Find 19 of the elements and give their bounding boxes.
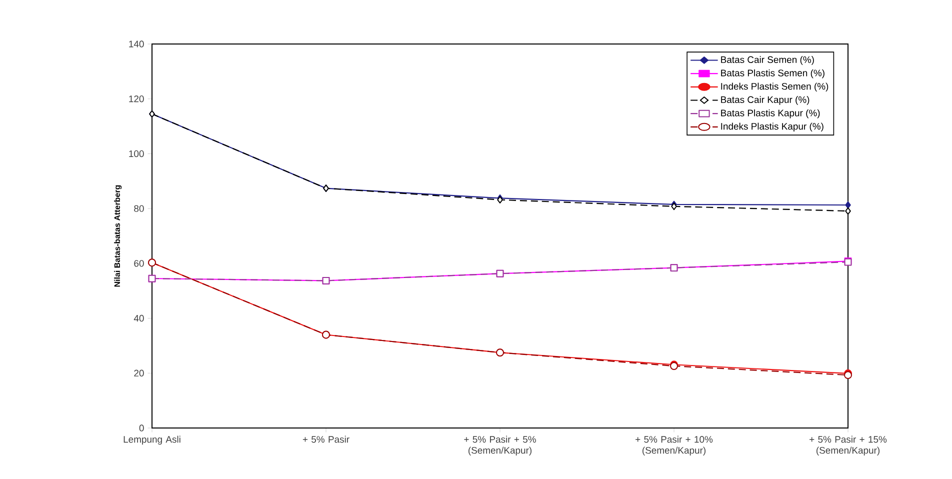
y-tick-label: 80	[134, 205, 144, 212]
y-tick-label: 100	[129, 150, 144, 158]
x-tick-label: + 5% Pasir + 10% (Semen/Kapur)	[636, 436, 713, 456]
y-tick-label: 140	[129, 40, 144, 48]
legend-label: Batas Plastis Semen (%)	[721, 69, 824, 78]
x-tick-label: Lempung Asli	[124, 436, 180, 445]
legend-label: Batas Cair Kapur (%)	[721, 96, 810, 105]
legend-label: Indeks Plastis Semen (%)	[721, 82, 828, 92]
x-tick-label: + 5% Pasir	[302, 436, 350, 443]
y-tick-label: 0	[139, 424, 144, 432]
legend-label: Batas Plastis Kapur (%)	[721, 109, 820, 118]
y-tick-label: 40	[134, 314, 144, 322]
y-tick-label: 60	[134, 260, 144, 267]
x-tick-label: + 5% Pasir + 15% (Semen/Kapur)	[810, 436, 887, 456]
y-tick-label: 120	[129, 96, 144, 102]
legend-label: Batas Cair Semen (%)	[721, 56, 814, 65]
y-tick-label: 20	[134, 370, 144, 376]
x-tick-label: + 5% Pasir + 5% (Semen/Kapur)	[464, 436, 536, 456]
legend-label: Indeks Plastis Kapur (%)	[721, 122, 824, 132]
